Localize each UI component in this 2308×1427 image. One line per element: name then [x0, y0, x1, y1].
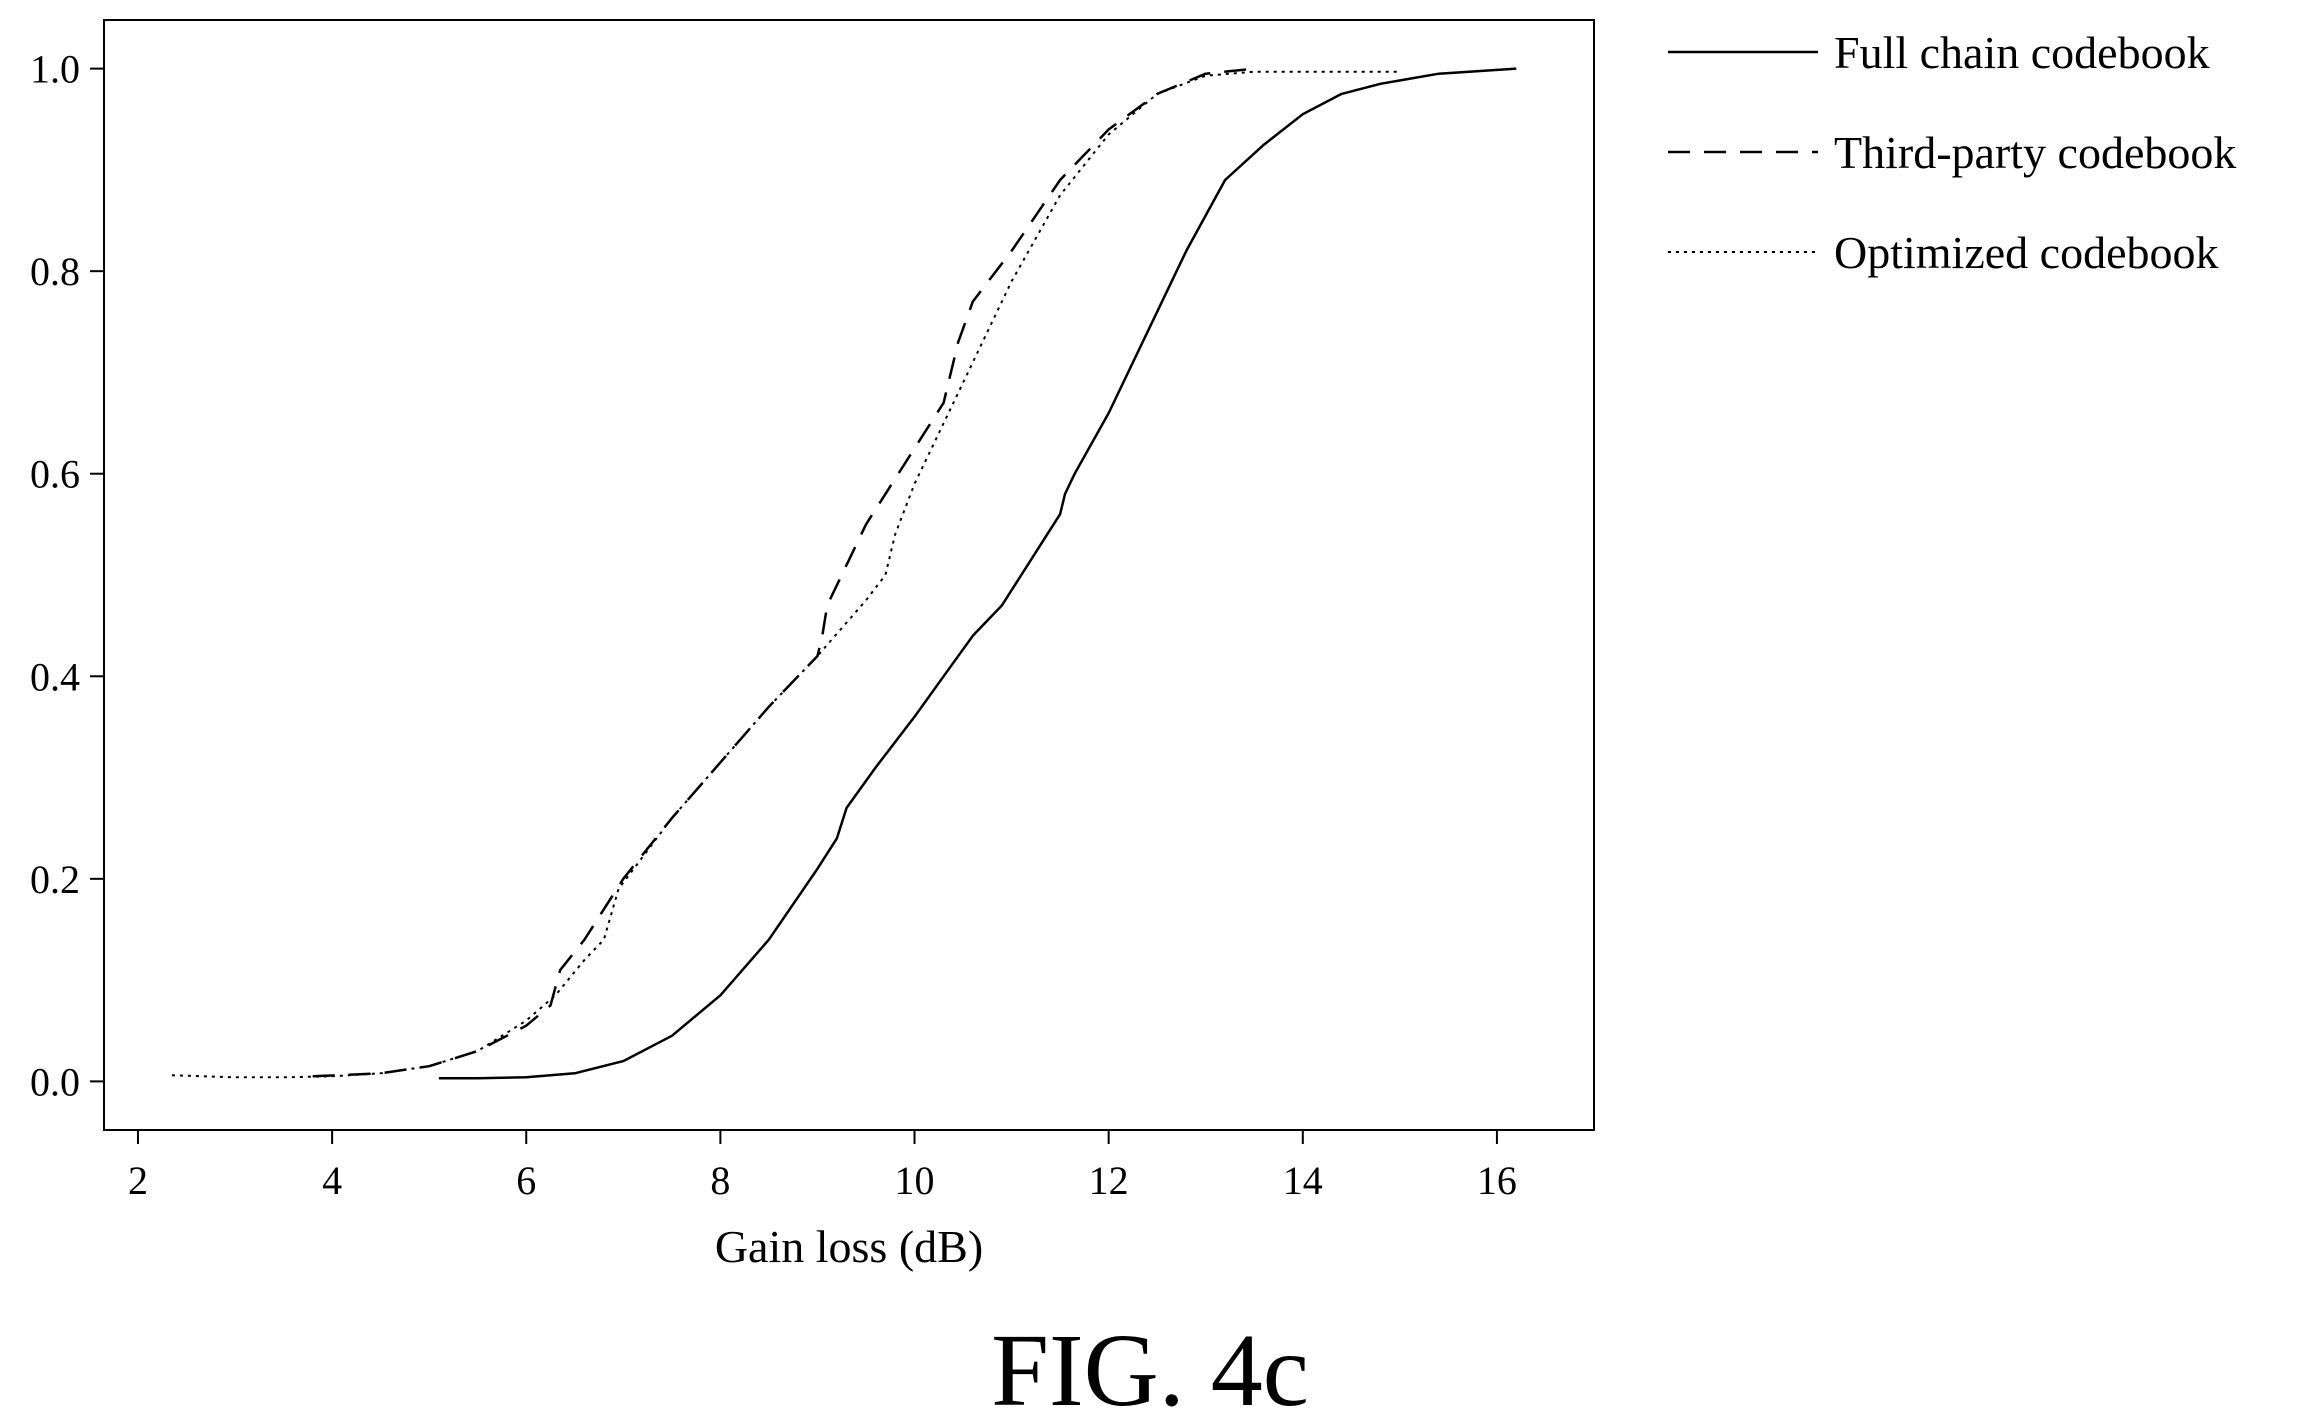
x-tick-label: 6 — [516, 1158, 536, 1203]
series-line-2 — [312, 67, 1255, 1078]
y-axis-ticks: 0.0 0.2 0.4 0.6 0.8 1.0 — [30, 47, 104, 1104]
plot-frame — [103, 19, 1595, 1131]
x-tick-label: 2 — [128, 1158, 148, 1203]
y-tick-label: 1.0 — [30, 47, 80, 92]
y-tick-label: 0.2 — [30, 857, 80, 902]
x-axis-title: Gain loss (dB) — [715, 1221, 983, 1272]
x-tick-label: 14 — [1283, 1158, 1323, 1203]
y-tick-label: 0.4 — [30, 654, 80, 699]
series-lines — [171, 67, 1517, 1080]
x-tick-label: 12 — [1089, 1158, 1129, 1203]
legend-label: Third-party codebook — [1834, 127, 2236, 178]
x-tick-label: 4 — [322, 1158, 342, 1203]
legend-label: Full chain codebook — [1834, 27, 2210, 78]
x-axis-ticks: 2 4 6 8 10 12 14 16 — [128, 1130, 1517, 1203]
figure-caption: FIG. 4c — [991, 1313, 1309, 1427]
y-tick-label: 0.8 — [30, 249, 80, 294]
series-line-1 — [438, 67, 1517, 1080]
x-tick-label: 8 — [710, 1158, 730, 1203]
x-tick-label: 16 — [1477, 1158, 1517, 1203]
legend-label: Optimized codebook — [1834, 227, 2219, 278]
y-tick-label: 0.0 — [30, 1059, 80, 1104]
series-line-3 — [171, 70, 1400, 1079]
x-tick-label: 10 — [895, 1158, 935, 1203]
y-tick-label: 0.6 — [30, 452, 80, 497]
legend: Full chain codebook Third-party codebook O… — [1668, 27, 2236, 278]
